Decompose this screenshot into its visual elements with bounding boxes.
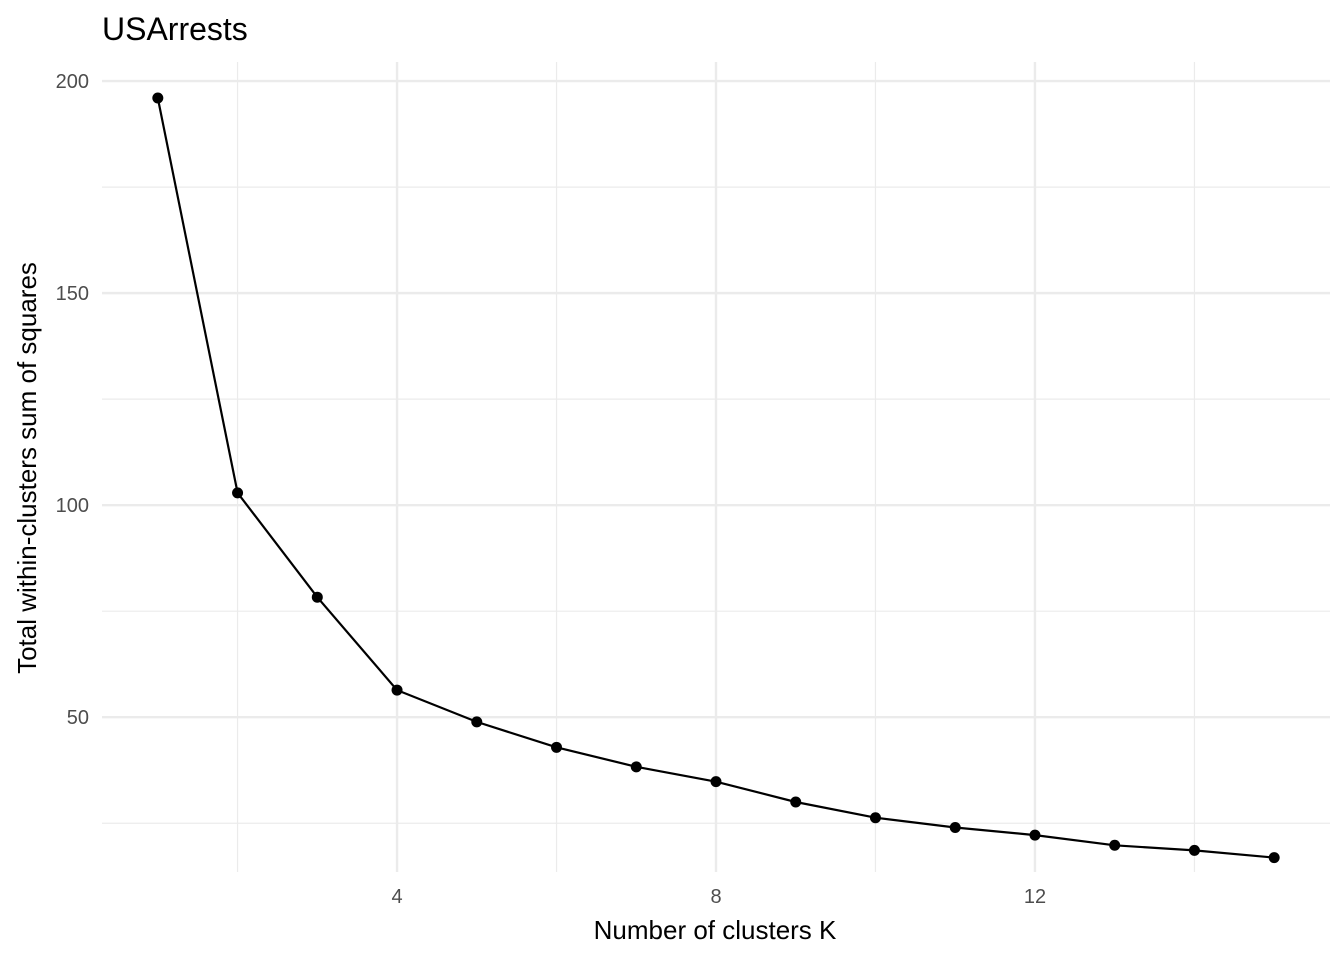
data-point [869,812,881,824]
y-axis-title: Total within-clusters sum of squares [12,262,42,674]
data-point [949,821,961,833]
y-tick-label: 150 [56,283,89,305]
x-tick-label: 8 [710,886,721,908]
y-tick-label: 100 [56,495,89,517]
data-point [1188,844,1200,856]
x-tick-label: 4 [391,886,402,908]
data-point [1268,852,1280,864]
data-point [790,796,802,808]
y-tick-label: 50 [67,707,89,729]
data-point [391,684,403,696]
x-axis-ticks: 4 8 12 [391,886,1046,908]
series-layer [152,92,1280,864]
data-point [471,716,483,728]
y-tick-label: 200 [56,71,89,93]
data-point [710,776,722,788]
data-point [1109,839,1121,851]
data-point [152,92,164,104]
data-point [311,591,323,603]
y-axis-ticks: 50 100 150 200 [56,71,89,729]
chart-title: USArrests [102,11,248,47]
data-point [630,761,642,773]
data-point [232,487,244,499]
data-point [1029,829,1041,841]
x-axis-title: Number of clusters K [594,915,837,945]
x-tick-label: 12 [1024,886,1046,908]
data-point [551,741,563,753]
grid [102,62,1330,872]
